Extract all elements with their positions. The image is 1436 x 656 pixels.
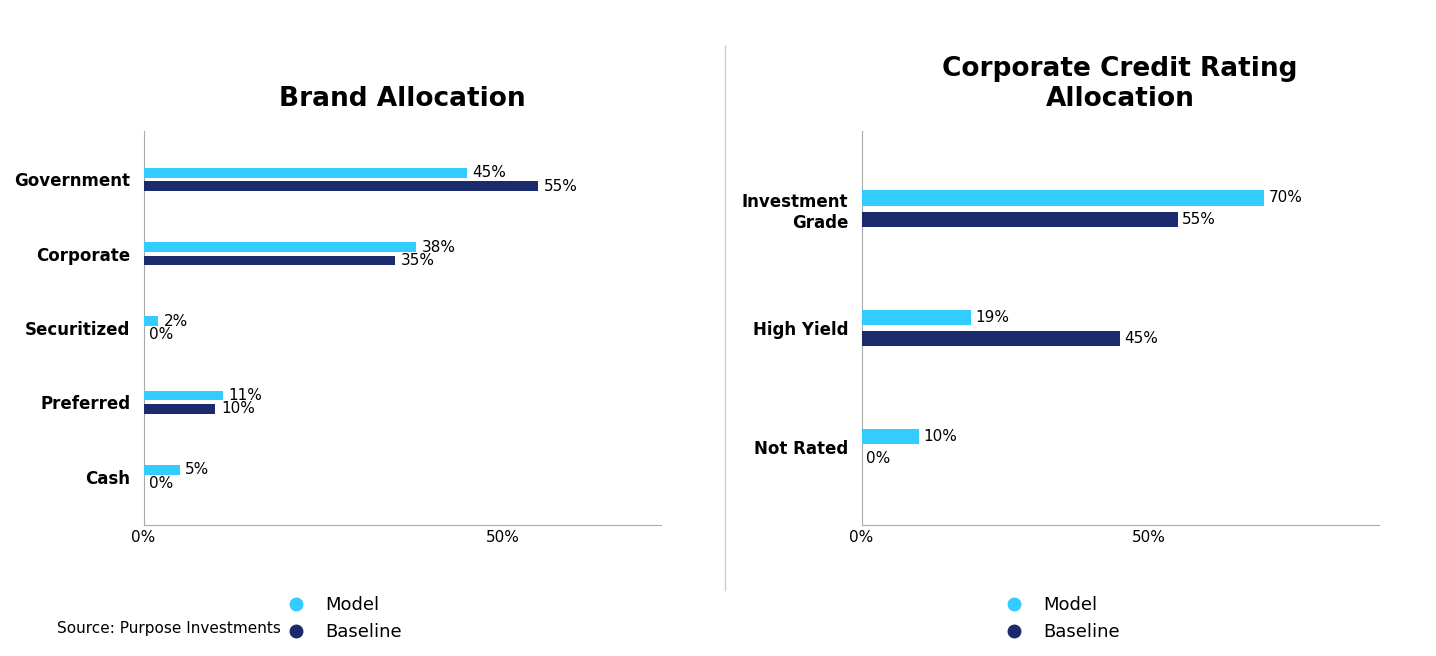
Text: 10%: 10%: [221, 401, 256, 417]
Text: 0%: 0%: [149, 327, 174, 342]
Text: Source: Purpose Investments: Source: Purpose Investments: [57, 621, 281, 636]
Text: 70%: 70%: [1268, 190, 1302, 205]
Legend: Model, Baseline: Model, Baseline: [271, 589, 409, 648]
Text: 0%: 0%: [149, 476, 174, 491]
Bar: [144, 256, 395, 265]
Bar: [862, 190, 1264, 206]
Text: 0%: 0%: [866, 451, 890, 466]
Bar: [144, 465, 180, 475]
Text: 45%: 45%: [1124, 331, 1159, 346]
Text: 2%: 2%: [164, 314, 188, 329]
Text: 5%: 5%: [185, 462, 210, 478]
Bar: [144, 242, 416, 252]
Bar: [862, 331, 1120, 346]
Bar: [144, 316, 158, 326]
Text: 19%: 19%: [975, 310, 1010, 325]
Bar: [862, 310, 971, 325]
Text: 45%: 45%: [472, 165, 507, 180]
Bar: [144, 168, 467, 178]
Title: Corporate Credit Rating
Allocation: Corporate Credit Rating Allocation: [942, 56, 1298, 112]
Legend: Model, Baseline: Model, Baseline: [989, 589, 1127, 648]
Text: 55%: 55%: [1182, 212, 1216, 227]
Bar: [862, 429, 919, 444]
Title: Brand Allocation: Brand Allocation: [279, 86, 526, 112]
Bar: [144, 391, 223, 400]
Text: 35%: 35%: [401, 253, 435, 268]
Text: 11%: 11%: [228, 388, 263, 403]
Bar: [144, 404, 215, 414]
Bar: [862, 212, 1178, 227]
Bar: [144, 181, 538, 191]
Text: 10%: 10%: [923, 429, 958, 444]
Text: 55%: 55%: [544, 178, 579, 194]
Text: 38%: 38%: [422, 239, 457, 255]
